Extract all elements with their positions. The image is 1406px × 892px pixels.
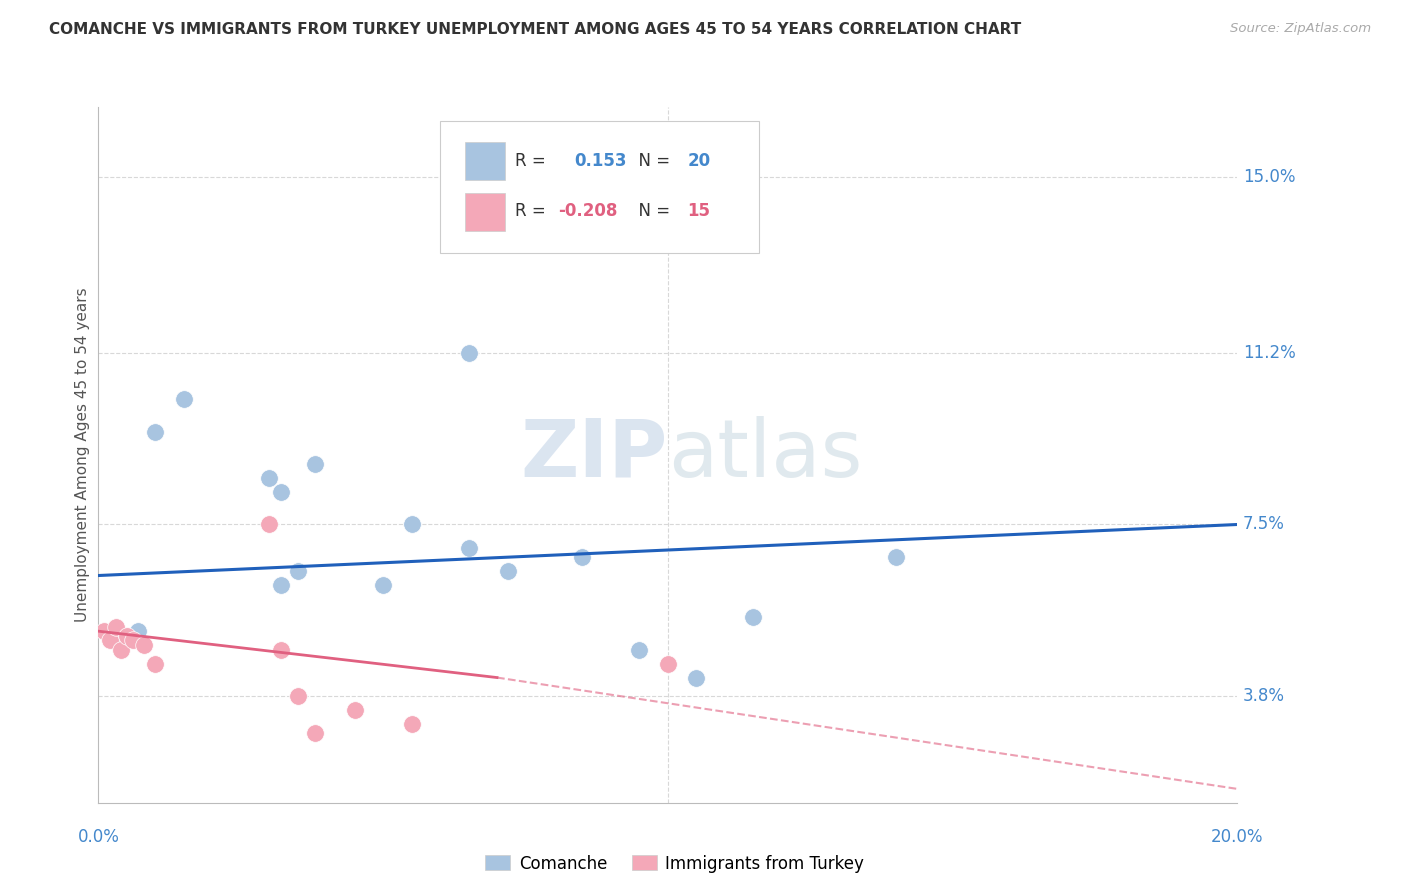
Point <box>571 549 593 564</box>
Point <box>115 629 138 643</box>
Y-axis label: Unemployment Among Ages 45 to 54 years: Unemployment Among Ages 45 to 54 years <box>75 287 90 623</box>
FancyBboxPatch shape <box>440 121 759 253</box>
Text: 0.0%: 0.0% <box>77 828 120 846</box>
Text: R =: R = <box>515 202 551 220</box>
Point <box>115 633 138 648</box>
Text: 20: 20 <box>688 153 710 170</box>
Point <box>657 657 679 671</box>
Text: ZIP: ZIP <box>520 416 668 494</box>
Point <box>104 619 127 633</box>
Point <box>304 457 326 471</box>
Point <box>304 726 326 740</box>
Point <box>343 703 366 717</box>
Legend: Comanche, Immigrants from Turkey: Comanche, Immigrants from Turkey <box>479 848 870 880</box>
Point <box>371 578 394 592</box>
Text: 7.5%: 7.5% <box>1243 516 1285 533</box>
Point <box>145 657 167 671</box>
Point <box>401 717 423 731</box>
Point <box>401 517 423 532</box>
Point <box>287 564 309 578</box>
Text: 3.8%: 3.8% <box>1243 687 1285 705</box>
Point <box>742 610 765 624</box>
Point <box>457 346 479 360</box>
Text: COMANCHE VS IMMIGRANTS FROM TURKEY UNEMPLOYMENT AMONG AGES 45 TO 54 YEARS CORREL: COMANCHE VS IMMIGRANTS FROM TURKEY UNEMP… <box>49 22 1022 37</box>
Point <box>98 633 121 648</box>
Point <box>132 638 155 652</box>
Text: N =: N = <box>628 202 675 220</box>
Point <box>145 425 167 439</box>
Text: 11.2%: 11.2% <box>1243 344 1296 362</box>
Point <box>110 642 132 657</box>
Text: 0.153: 0.153 <box>575 153 627 170</box>
Point <box>270 578 292 592</box>
Point <box>685 671 707 685</box>
Text: 20.0%: 20.0% <box>1211 828 1264 846</box>
Point <box>104 624 127 639</box>
Point <box>270 485 292 500</box>
Point <box>628 642 651 657</box>
Point <box>259 517 281 532</box>
Point <box>287 689 309 703</box>
Point <box>93 624 115 639</box>
Point <box>498 564 520 578</box>
Point <box>457 541 479 555</box>
Point <box>127 624 149 639</box>
Text: 15.0%: 15.0% <box>1243 168 1295 186</box>
Text: 15: 15 <box>688 202 710 220</box>
Point <box>259 471 281 485</box>
FancyBboxPatch shape <box>465 193 505 231</box>
Point <box>121 633 143 648</box>
Text: -0.208: -0.208 <box>558 202 617 220</box>
Text: N =: N = <box>628 153 675 170</box>
Point <box>173 392 195 407</box>
Text: Source: ZipAtlas.com: Source: ZipAtlas.com <box>1230 22 1371 36</box>
Text: R =: R = <box>515 153 562 170</box>
Text: atlas: atlas <box>668 416 862 494</box>
Point <box>270 642 292 657</box>
Point <box>884 549 907 564</box>
FancyBboxPatch shape <box>465 142 505 180</box>
